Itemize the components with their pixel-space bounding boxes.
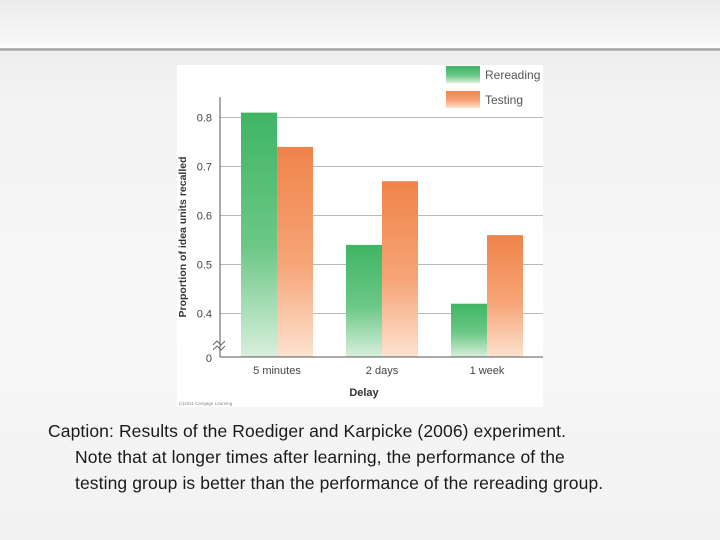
legend-swatch-testing [446, 91, 480, 108]
bar-rereading-0 [241, 112, 277, 357]
bar-chart: 0.8 0.7 0.6 0.5 0.4 0 5 minutes 2 days 1 week Re… [177, 66, 543, 406]
y-tick-label: 0.5 [197, 260, 212, 272]
x-axis-label: Delay [349, 387, 379, 399]
chart-figure: 0.8 0.7 0.6 0.5 0.4 0 5 minutes 2 days 1 week Re… [177, 65, 543, 407]
caption: Caption: Results of the Roediger and Kar… [48, 418, 698, 496]
y-tick-label: 0.7 [197, 162, 212, 174]
y-axis-label: Proportion of idea units recalled [177, 156, 189, 317]
bar-testing-2 [487, 235, 523, 357]
axis-break-mark-upper [212, 340, 226, 346]
bar-testing-0 [277, 146, 313, 357]
x-tick-label: 5 minutes [253, 365, 301, 377]
legend-label-rereading: Rereading [485, 68, 540, 82]
slide-header-rule [0, 48, 720, 51]
legend-label-testing: Testing [485, 93, 523, 107]
x-tick-label: 1 week [470, 365, 505, 377]
y-zero-label: 0 [206, 353, 212, 365]
bar-testing-1 [382, 181, 418, 357]
y-tick-label: 0.4 [197, 309, 212, 321]
caption-line-1: Caption: Results of the Roediger and Kar… [48, 421, 567, 441]
bar-rereading-2 [451, 303, 487, 357]
y-tick-label: 0.8 [197, 113, 212, 125]
legend-swatch-rereading [446, 66, 480, 83]
credit-text: (c)2011 Cengage Learning [179, 401, 233, 406]
axis-break-mark-lower [212, 345, 226, 351]
caption-line-3: testing group is better than the perform… [75, 473, 604, 493]
caption-line-2: Note that at longer times after learning… [75, 447, 565, 467]
slide-header-band [0, 0, 720, 50]
bar-rereading-1 [346, 244, 382, 357]
x-tick-label: 2 days [366, 365, 399, 377]
y-tick-label: 0.6 [197, 211, 212, 223]
